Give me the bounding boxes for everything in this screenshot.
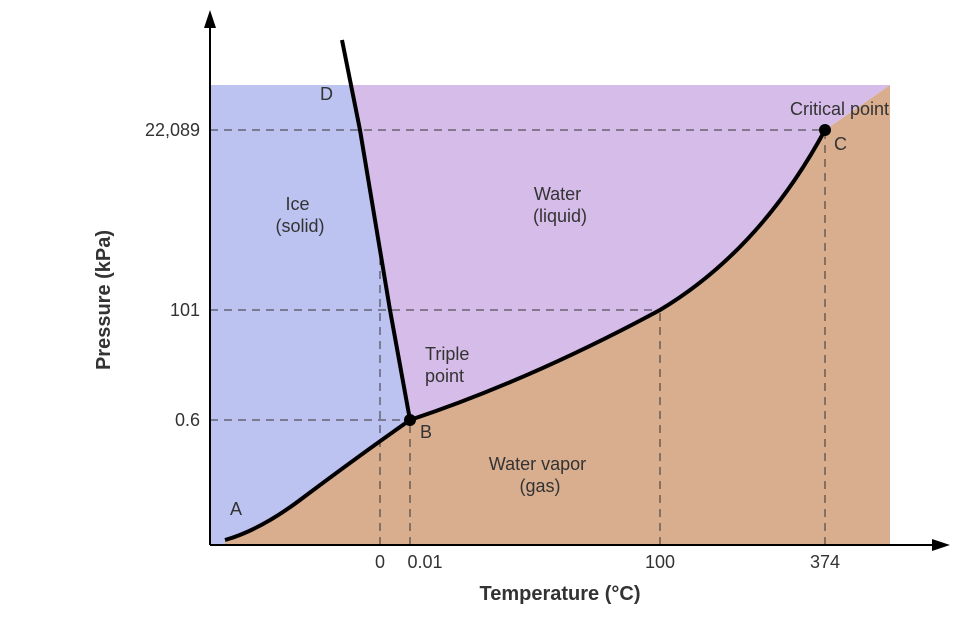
ytick-0.6: 0.6 [175, 410, 200, 430]
label-gas-l1: Water vapor [489, 454, 586, 474]
ytick-22089: 22,089 [145, 120, 200, 140]
x-axis-title: Temperature (°C) [480, 583, 641, 605]
point-A-label: A [230, 499, 242, 519]
phase-diagram-svg: 0.6 101 22,089 0 0.01 100 374 Temperatur… [0, 0, 975, 632]
phase-diagram-container: 0.6 101 22,089 0 0.01 100 374 Temperatur… [0, 0, 975, 632]
label-solid-l1: Ice [285, 194, 309, 214]
critical-point-dot [819, 124, 831, 136]
x-axis-arrow-icon [932, 539, 950, 551]
point-D-label: D [320, 84, 333, 104]
xtick-0: 0 [375, 552, 385, 572]
triple-point-annotation-l1: Triple [425, 344, 469, 364]
label-gas-l2: (gas) [519, 476, 560, 496]
triple-point-dot [404, 414, 416, 426]
ytick-101: 101 [170, 300, 200, 320]
xtick-0.01: 0.01 [407, 552, 442, 572]
label-solid-l2: (solid) [275, 216, 324, 236]
point-B-label: B [420, 422, 432, 442]
point-C-label: C [834, 134, 847, 154]
y-axis-arrow-icon [204, 10, 216, 28]
label-liquid-l2: (liquid) [533, 206, 587, 226]
critical-point-annotation: Critical point [790, 99, 889, 119]
triple-point-annotation-l2: point [425, 366, 464, 386]
xtick-100: 100 [645, 552, 675, 572]
label-liquid-l1: Water [534, 184, 581, 204]
xtick-374: 374 [810, 552, 840, 572]
y-axis-title: Pressure (kPa) [93, 230, 115, 370]
